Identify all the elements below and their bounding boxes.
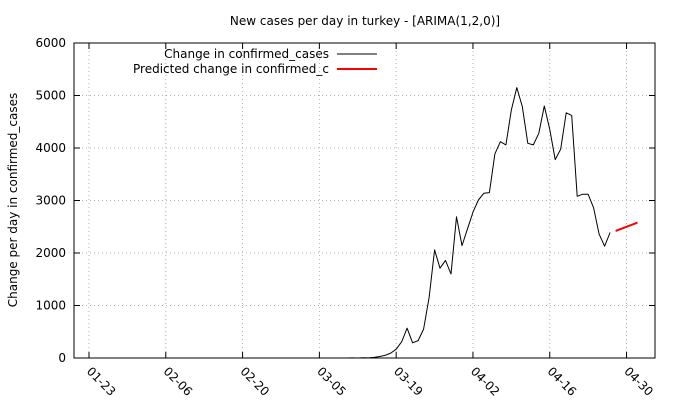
- x-tick-label: 03-05: [314, 364, 349, 399]
- chart-title: New cases per day in turkey - [ARIMA(1,2…: [230, 14, 500, 28]
- plot-frame: [73, 42, 656, 359]
- series-line-predicted: [615, 221, 638, 232]
- x-tick-label: 02-20: [237, 364, 272, 399]
- series: [335, 87, 638, 359]
- y-tick-label: 1000: [35, 299, 66, 313]
- series-line-confirmed-cases: [335, 87, 611, 359]
- y-axis-label: Change per day in confirmed_cases: [6, 93, 20, 308]
- axis-ticks: 0 1000 2000 3000 4000 5000 6000 01-23 02-06 02-20…: [35, 36, 656, 399]
- legend-label: Change in confirmed_cases: [164, 47, 329, 61]
- y-tick-label: 5000: [35, 89, 66, 103]
- x-tick-label: 04-16: [545, 364, 580, 399]
- y-tick-label: 6000: [35, 36, 66, 50]
- legend-label: Predicted change in confirmed_c: [133, 62, 329, 76]
- x-tick-label: 04-02: [468, 364, 503, 399]
- x-tick-label: 02-06: [161, 364, 196, 399]
- x-tick-label: 03-19: [391, 364, 426, 399]
- y-tick-label: 2000: [35, 246, 66, 260]
- y-tick-label: 4000: [35, 141, 66, 155]
- x-tick-label: 04-30: [621, 364, 656, 399]
- y-tick-label: 0: [58, 351, 66, 365]
- x-tick-label: 01-23: [84, 364, 119, 399]
- grid: [74, 43, 655, 358]
- y-tick-label: 3000: [35, 194, 66, 208]
